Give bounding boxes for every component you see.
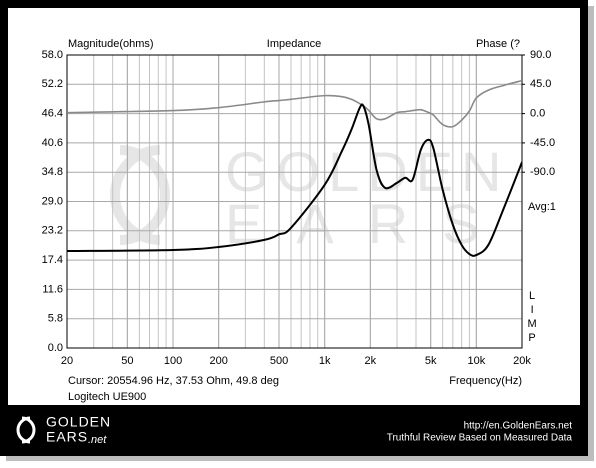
watermark-top: GOLDEN	[225, 140, 510, 203]
y-tick-label: 29.0	[42, 195, 63, 207]
logo-top: GOLDEN	[46, 414, 111, 430]
y-tick-label: 52.2	[42, 78, 63, 90]
y-tick-label: 11.6	[42, 283, 63, 295]
y2-tick-label: -45.0	[530, 137, 555, 149]
series-line	[67, 103, 522, 257]
plot: 20 50 100 200 500 1k 2k 5k 10k 20k 0.0 5.8 11.6 17.4 2…	[42, 49, 556, 367]
subtitle: Logitech UE900	[68, 391, 146, 403]
y2-axis-title: Phase (?	[476, 38, 520, 50]
y-axis-title: Magnitude(ohms)	[68, 38, 154, 50]
series-line	[67, 79, 522, 128]
footer-url: http://en.GoldenEars.net	[464, 421, 573, 432]
avg-label: Avg:1	[528, 201, 556, 213]
y-tick-label: 34.8	[42, 166, 63, 178]
logo-bottom: EARS	[46, 429, 88, 445]
x-tick-label: 50	[121, 355, 133, 367]
y2-tick-label: 0.0	[530, 108, 545, 120]
cursor-readout: Cursor: 20554.96 Hz, 37.53 Ohm, 49.8 deg	[68, 375, 279, 387]
y2-tick-label: 45.0	[530, 78, 551, 90]
logo-suffix: .net	[88, 434, 107, 446]
watermark-bottom: EARS	[225, 192, 514, 255]
y-tick-label: 5.8	[48, 313, 63, 325]
x-tick-label: 100	[164, 355, 182, 367]
y-tick-label: 46.4	[42, 108, 63, 120]
panel	[8, 8, 580, 405]
y2-tick-label: -90.0	[530, 166, 555, 178]
x-tick-label: 5k	[425, 355, 437, 367]
logo-arc	[21, 416, 36, 444]
x-axis-title: Frequency(Hz)	[449, 375, 522, 387]
x-tick-label: 20k	[513, 355, 531, 367]
plot-border	[66, 54, 523, 349]
x-tick-label: 10k	[467, 355, 485, 367]
footer-logo: GOLDEN EARS .net	[16, 414, 111, 446]
y-tick-label: 40.6	[42, 137, 63, 149]
y-tick-label: 17.4	[42, 254, 63, 266]
x-tick-label: 20	[61, 355, 73, 367]
footer-tagline: Truthful Review Based on Measured Data	[387, 433, 573, 444]
y2-tick-label: 90.0	[530, 49, 551, 61]
limp-label: LIMP	[526, 290, 538, 346]
x-tick-label: 1k	[319, 355, 331, 367]
chart-title: Impedance	[267, 38, 321, 50]
y-tick-label: 23.2	[42, 225, 63, 237]
y-tick-label: 58.0	[42, 49, 63, 61]
x-tick-label: 200	[209, 355, 227, 367]
y-tick-label: 0.0	[48, 342, 63, 354]
x-tick-label: 500	[270, 355, 288, 367]
x-tick-label: 2k	[365, 355, 377, 367]
